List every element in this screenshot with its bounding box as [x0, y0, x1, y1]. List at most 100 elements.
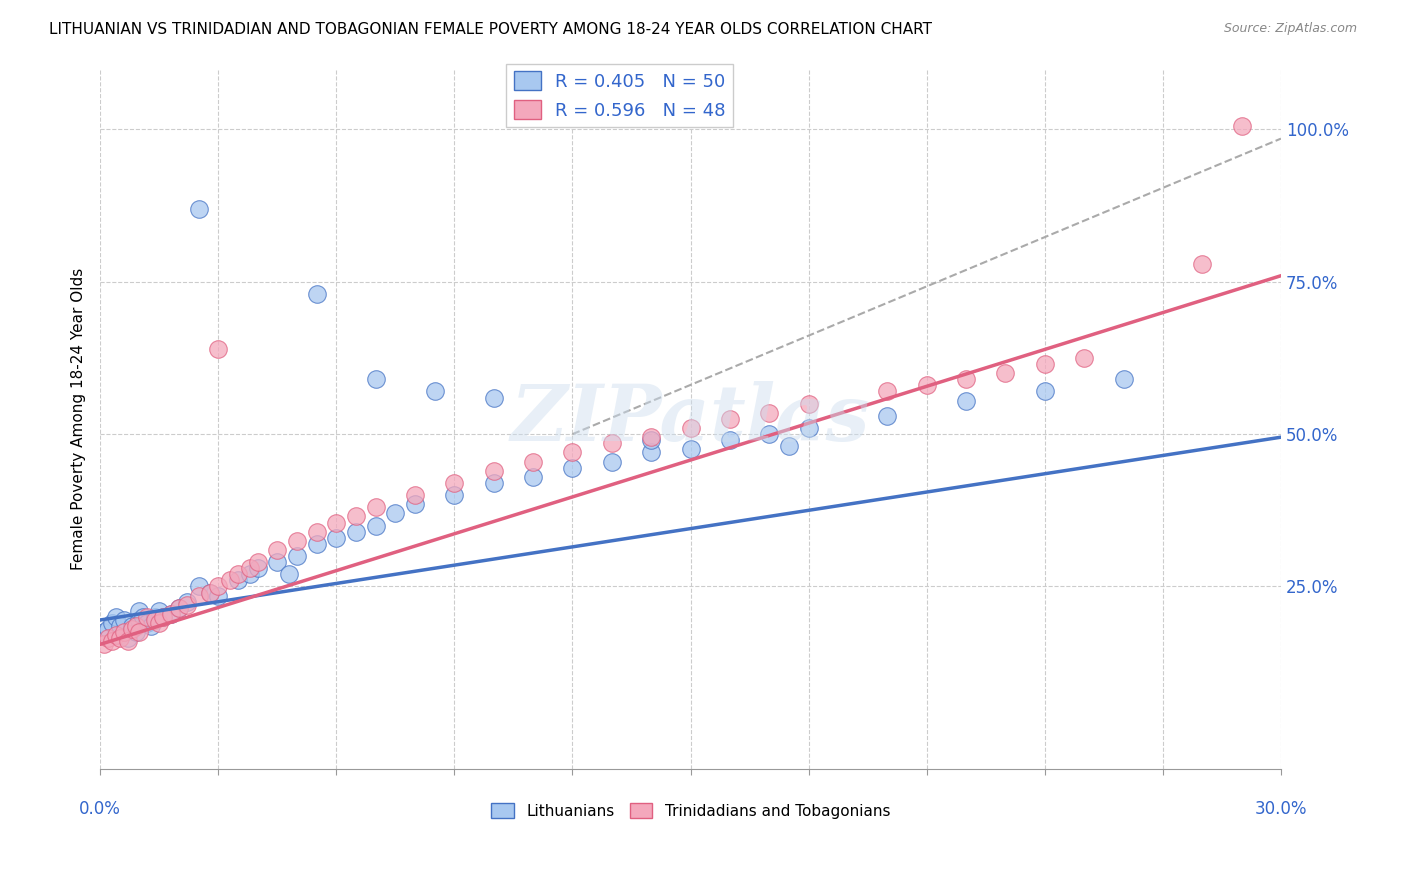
Point	[176, 595, 198, 609]
Point	[640, 430, 662, 444]
Point	[561, 460, 583, 475]
Point	[101, 634, 124, 648]
Point	[219, 574, 242, 588]
Point	[128, 613, 150, 627]
Point	[443, 475, 465, 490]
Point	[482, 464, 505, 478]
Point	[136, 610, 159, 624]
Point	[167, 600, 190, 615]
Point	[364, 518, 387, 533]
Point	[160, 607, 183, 621]
Point	[1112, 372, 1135, 386]
Point	[148, 615, 170, 630]
Point	[97, 632, 120, 646]
Point	[994, 366, 1017, 380]
Point	[344, 509, 367, 524]
Point	[152, 610, 174, 624]
Point	[108, 628, 131, 642]
Point	[278, 567, 301, 582]
Point	[239, 567, 262, 582]
Point	[128, 625, 150, 640]
Point	[187, 202, 209, 216]
Point	[93, 637, 115, 651]
Point	[679, 421, 702, 435]
Point	[239, 561, 262, 575]
Point	[112, 625, 135, 640]
Point	[1033, 384, 1056, 399]
Point	[97, 622, 120, 636]
Point	[207, 580, 229, 594]
Point	[152, 610, 174, 624]
Point	[758, 427, 780, 442]
Point	[143, 610, 166, 624]
Text: ZIPatlas: ZIPatlas	[510, 381, 870, 458]
Point	[226, 567, 249, 582]
Point	[124, 625, 146, 640]
Point	[285, 549, 308, 563]
Point	[915, 378, 938, 392]
Point	[207, 589, 229, 603]
Point	[305, 524, 328, 539]
Point	[522, 454, 544, 468]
Point	[112, 613, 135, 627]
Point	[285, 533, 308, 548]
Point	[443, 488, 465, 502]
Point	[160, 607, 183, 621]
Y-axis label: Female Poverty Among 18-24 Year Olds: Female Poverty Among 18-24 Year Olds	[72, 268, 86, 570]
Point	[876, 409, 898, 423]
Point	[117, 632, 139, 646]
Point	[93, 625, 115, 640]
Point	[117, 634, 139, 648]
Point	[404, 488, 426, 502]
Text: 30.0%: 30.0%	[1254, 800, 1308, 818]
Text: 0.0%: 0.0%	[79, 800, 121, 818]
Point	[522, 470, 544, 484]
Text: Source: ZipAtlas.com: Source: ZipAtlas.com	[1223, 22, 1357, 36]
Point	[955, 393, 977, 408]
Point	[325, 531, 347, 545]
Point	[640, 434, 662, 448]
Point	[108, 632, 131, 646]
Point	[132, 610, 155, 624]
Text: LITHUANIAN VS TRINIDADIAN AND TOBAGONIAN FEMALE POVERTY AMONG 18-24 YEAR OLDS CO: LITHUANIAN VS TRINIDADIAN AND TOBAGONIAN…	[49, 22, 932, 37]
Point	[758, 406, 780, 420]
Point	[482, 391, 505, 405]
Point	[1073, 351, 1095, 365]
Point	[104, 628, 127, 642]
Point	[136, 615, 159, 630]
Point	[404, 497, 426, 511]
Point	[482, 475, 505, 490]
Point	[200, 585, 222, 599]
Point	[797, 397, 820, 411]
Point	[718, 434, 741, 448]
Point	[141, 619, 163, 633]
Point	[266, 555, 288, 569]
Point	[876, 384, 898, 399]
Point	[325, 516, 347, 530]
Point	[423, 384, 446, 399]
Point	[176, 598, 198, 612]
Point	[778, 439, 800, 453]
Point	[187, 580, 209, 594]
Point	[167, 600, 190, 615]
Point	[600, 436, 623, 450]
Point	[797, 421, 820, 435]
Point	[148, 604, 170, 618]
Point	[1230, 120, 1253, 134]
Point	[143, 613, 166, 627]
Point	[124, 619, 146, 633]
Point	[104, 610, 127, 624]
Point	[679, 442, 702, 457]
Point	[561, 445, 583, 459]
Point	[640, 445, 662, 459]
Point	[187, 589, 209, 603]
Point	[364, 500, 387, 515]
Point	[246, 561, 269, 575]
Point	[101, 615, 124, 630]
Point	[1191, 256, 1213, 270]
Point	[121, 619, 143, 633]
Point	[344, 524, 367, 539]
Point	[384, 507, 406, 521]
Point	[305, 537, 328, 551]
Point	[364, 372, 387, 386]
